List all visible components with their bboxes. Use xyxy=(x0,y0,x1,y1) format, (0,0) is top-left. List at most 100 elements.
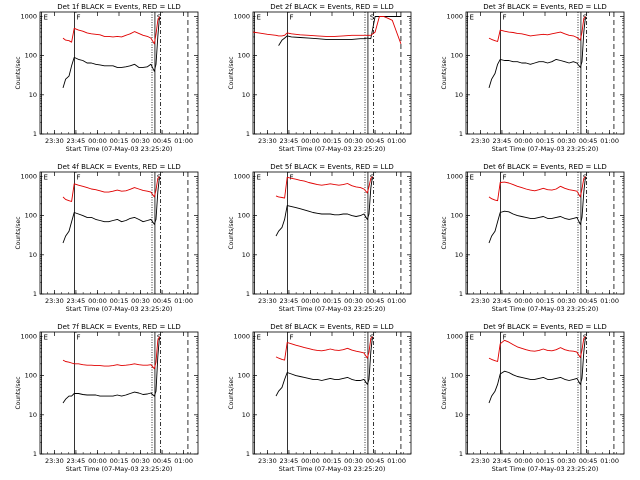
x-tick-label: 00:15 xyxy=(110,297,129,305)
y-tick-label: 10 xyxy=(29,91,37,99)
marker-label-e: E xyxy=(43,14,47,22)
x-tick-label: 00:00 xyxy=(301,137,320,145)
y-tick-label: 1000 xyxy=(446,332,463,340)
y-axis-label: Counts/sec xyxy=(15,56,22,89)
series-line-lld xyxy=(62,336,160,370)
x-tick-label: 00:45 xyxy=(153,457,172,465)
marker-label-bg xyxy=(42,173,50,181)
series-line-events xyxy=(278,16,401,46)
y-tick-label: 100 xyxy=(25,52,37,60)
marker-label-bg xyxy=(42,333,50,341)
y-tick-label: 1 xyxy=(33,130,37,138)
x-tick-label: 00:30 xyxy=(344,297,363,305)
x-tick-label: 00:00 xyxy=(514,137,533,145)
x-tick-label: 00:45 xyxy=(579,297,598,305)
series-line-lld xyxy=(275,176,373,199)
marker-label-bg xyxy=(75,173,83,181)
marker-label-f: F xyxy=(502,334,506,342)
x-axis-label: Start Time (07-May-03 23:25:20) xyxy=(66,465,173,473)
x-tick-label: 23:45 xyxy=(280,457,299,465)
y-tick-label: 1000 xyxy=(446,172,463,180)
y-tick-label: 10 xyxy=(242,91,250,99)
x-tick-label: 00:15 xyxy=(110,137,129,145)
y-axis-label: Counts/sec xyxy=(441,216,448,249)
x-tick-label: 01:00 xyxy=(600,297,619,305)
y-tick-label: 1 xyxy=(459,290,463,298)
x-tick-label: 01:00 xyxy=(387,457,406,465)
x-tick-label: 23:30 xyxy=(45,137,64,145)
plot-frame xyxy=(252,331,412,455)
x-axis-label: Start Time (07-May-03 23:25:20) xyxy=(66,145,173,153)
x-tick-label: 00:45 xyxy=(366,137,385,145)
y-tick-label: 10 xyxy=(242,251,250,259)
x-tick-label: 23:45 xyxy=(493,457,512,465)
series-line-events xyxy=(62,16,160,89)
x-tick-label: 23:30 xyxy=(45,297,64,305)
marker-label-bg xyxy=(468,13,476,21)
x-tick-label: 00:45 xyxy=(579,457,598,465)
marker-label-f: F xyxy=(289,174,293,182)
marker-label-e: E xyxy=(469,334,473,342)
marker-label-bg xyxy=(288,13,296,21)
x-tick-label: 01:00 xyxy=(387,297,406,305)
chart-panel-4: Det 4f BLACK = Events, RED = LLD 1 10 100 10… xyxy=(15,163,199,313)
y-tick-label: 1 xyxy=(33,290,37,298)
chart-panel-2: Det 2f BLACK = Events, RED = LLD 1 10 100 10… xyxy=(228,3,412,153)
x-tick-label: 00:15 xyxy=(323,297,342,305)
chart-panel-1: Det 1f BLACK = Events, RED = LLD 1 10 100 10… xyxy=(15,3,199,153)
x-tick-label: 00:00 xyxy=(301,297,320,305)
x-tick-label: 00:30 xyxy=(131,457,150,465)
marker-label-f: F xyxy=(76,174,80,182)
y-tick-label: 1000 xyxy=(20,12,37,20)
y-tick-label: 1000 xyxy=(233,332,250,340)
x-tick-label: 23:30 xyxy=(258,457,277,465)
y-tick-label: 10 xyxy=(242,411,250,419)
x-tick-label: 23:30 xyxy=(258,297,277,305)
y-tick-label: 10 xyxy=(29,251,37,259)
y-tick-label: 10 xyxy=(29,411,37,419)
y-tick-label: 100 xyxy=(25,212,37,220)
plot-frame xyxy=(39,11,199,135)
x-tick-label: 23:45 xyxy=(493,137,512,145)
y-tick-label: 1000 xyxy=(20,332,37,340)
x-tick-label: 00:15 xyxy=(536,137,555,145)
x-tick-label: 01:00 xyxy=(174,297,193,305)
x-tick-label: 00:00 xyxy=(514,297,533,305)
marker-label-f: F xyxy=(289,334,293,342)
marker-label-bg xyxy=(368,13,376,21)
y-tick-label: 1 xyxy=(33,450,37,458)
marker-label-e: E xyxy=(43,174,47,182)
y-tick-label: 1 xyxy=(246,450,250,458)
y-tick-label: 100 xyxy=(25,372,37,380)
y-axis-label: Counts/sec xyxy=(228,56,235,89)
x-tick-label: 23:30 xyxy=(471,137,490,145)
x-tick-label: 23:30 xyxy=(471,457,490,465)
x-tick-label: 00:30 xyxy=(344,457,363,465)
series-line-lld xyxy=(62,16,160,45)
y-axis-label: Counts/sec xyxy=(441,376,448,409)
x-tick-label: 01:00 xyxy=(600,137,619,145)
marker-label-e: E xyxy=(43,334,47,342)
x-axis-label: Start Time (07-May-03 23:25:20) xyxy=(66,305,173,313)
chart-panel-7: Det 7f BLACK = Events, RED = LLD 1 10 100 10… xyxy=(15,323,199,473)
series-line-lld xyxy=(62,176,160,202)
y-tick-label: 10 xyxy=(455,251,463,259)
x-tick-label: 01:00 xyxy=(174,457,193,465)
y-axis-label: Counts/sec xyxy=(228,216,235,249)
x-tick-label: 23:30 xyxy=(471,297,490,305)
marker-label-bg xyxy=(468,333,476,341)
marker-label-e: E xyxy=(256,14,260,22)
x-axis-label: Start Time (07-May-03 23:25:20) xyxy=(492,145,599,153)
marker-label-bg xyxy=(255,173,263,181)
plot-frame xyxy=(252,11,412,135)
x-axis-label: Start Time (07-May-03 23:25:20) xyxy=(492,305,599,313)
chart-panel-5: Det 5f BLACK = Events, RED = LLD 1 10 100 10… xyxy=(228,163,412,313)
series-line-events xyxy=(62,176,160,244)
x-tick-label: 23:45 xyxy=(67,297,86,305)
x-tick-label: 23:30 xyxy=(258,137,277,145)
x-tick-label: 23:45 xyxy=(67,137,86,145)
y-tick-label: 1 xyxy=(459,130,463,138)
x-tick-label: 01:00 xyxy=(174,137,193,145)
y-tick-label: 10 xyxy=(455,91,463,99)
chart-title: Det 1f BLACK = Events, RED = LLD xyxy=(57,3,180,11)
